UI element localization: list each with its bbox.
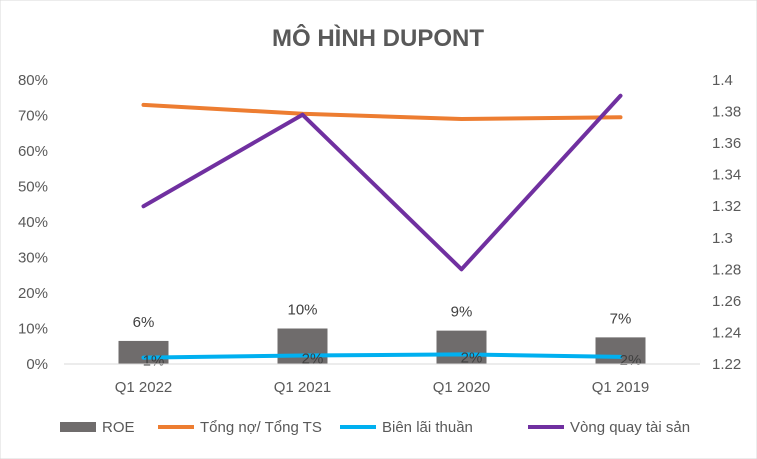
- left-tick-label: 20%: [18, 285, 48, 302]
- data-labels: 6% 10% 9% 7% 1% 2% 2% 2%: [133, 302, 642, 370]
- roe-bar: [277, 328, 328, 364]
- left-tick-label: 30%: [18, 250, 48, 267]
- right-tick-label: 1.28: [712, 261, 741, 278]
- left-tick-label: 60%: [18, 143, 48, 160]
- right-tick-label: 1.36: [712, 135, 741, 152]
- right-tick-label: 1.26: [712, 293, 741, 310]
- legend-label: Biên lãi thuần: [382, 419, 473, 436]
- roe-data-label: 7%: [610, 310, 632, 327]
- category-label: Q1 2020: [433, 379, 491, 396]
- roe-bar: [595, 337, 646, 364]
- roe-bar: [436, 330, 487, 364]
- right-axis: 1.22 1.24 1.26 1.28 1.3 1.32 1.34 1.36 1.38 1.4: [712, 72, 741, 373]
- net-margin-data-label: 1%: [143, 353, 165, 370]
- chart-title: MÔ HÌNH DUPONT: [272, 24, 484, 52]
- left-tick-label: 0%: [26, 356, 48, 373]
- right-tick-label: 1.22: [712, 356, 741, 373]
- right-tick-label: 1.4: [712, 72, 733, 89]
- left-tick-label: 50%: [18, 179, 48, 196]
- right-tick-label: 1.3: [712, 230, 733, 247]
- net-margin-data-label: 2%: [302, 350, 324, 367]
- roe-data-label: 6%: [133, 314, 155, 331]
- legend: ROE Tổng nợ/ Tổng TS Biên lãi thuần Vòng qu…: [60, 419, 690, 436]
- roe-data-label: 10%: [287, 302, 317, 319]
- roe-data-label: 9%: [451, 304, 473, 321]
- left-tick-label: 10%: [18, 321, 48, 338]
- legend-label: Tổng nợ/ Tổng TS: [200, 419, 322, 436]
- left-tick-label: 40%: [18, 214, 48, 231]
- legend-label: Vòng quay tài sản: [570, 419, 690, 436]
- net-margin-data-label: 2%: [461, 349, 483, 366]
- net-margin-line: [141, 352, 623, 360]
- series-lines: [141, 93, 623, 360]
- asset-turnover-line: [141, 93, 623, 272]
- right-tick-label: 1.32: [712, 198, 741, 215]
- debt-ratio-line: [141, 102, 623, 122]
- net-margin-data-label: 2%: [620, 352, 642, 369]
- category-label: Q1 2022: [115, 379, 173, 396]
- category-axis: Q1 2022 Q1 2021 Q1 2020 Q1 2019: [115, 379, 650, 396]
- roe-bars: [118, 328, 646, 364]
- right-tick-label: 1.24: [712, 324, 741, 341]
- left-tick-label: 80%: [18, 72, 48, 89]
- right-tick-label: 1.38: [712, 104, 741, 121]
- category-label: Q1 2021: [274, 379, 332, 396]
- left-tick-label: 70%: [18, 108, 48, 125]
- legend-label: ROE: [102, 419, 135, 436]
- category-label: Q1 2019: [592, 379, 650, 396]
- legend-swatch-roe: [60, 422, 96, 432]
- right-tick-label: 1.34: [712, 167, 741, 184]
- left-axis: 0% 10% 20% 30% 40% 50% 60% 70% 80%: [18, 72, 48, 373]
